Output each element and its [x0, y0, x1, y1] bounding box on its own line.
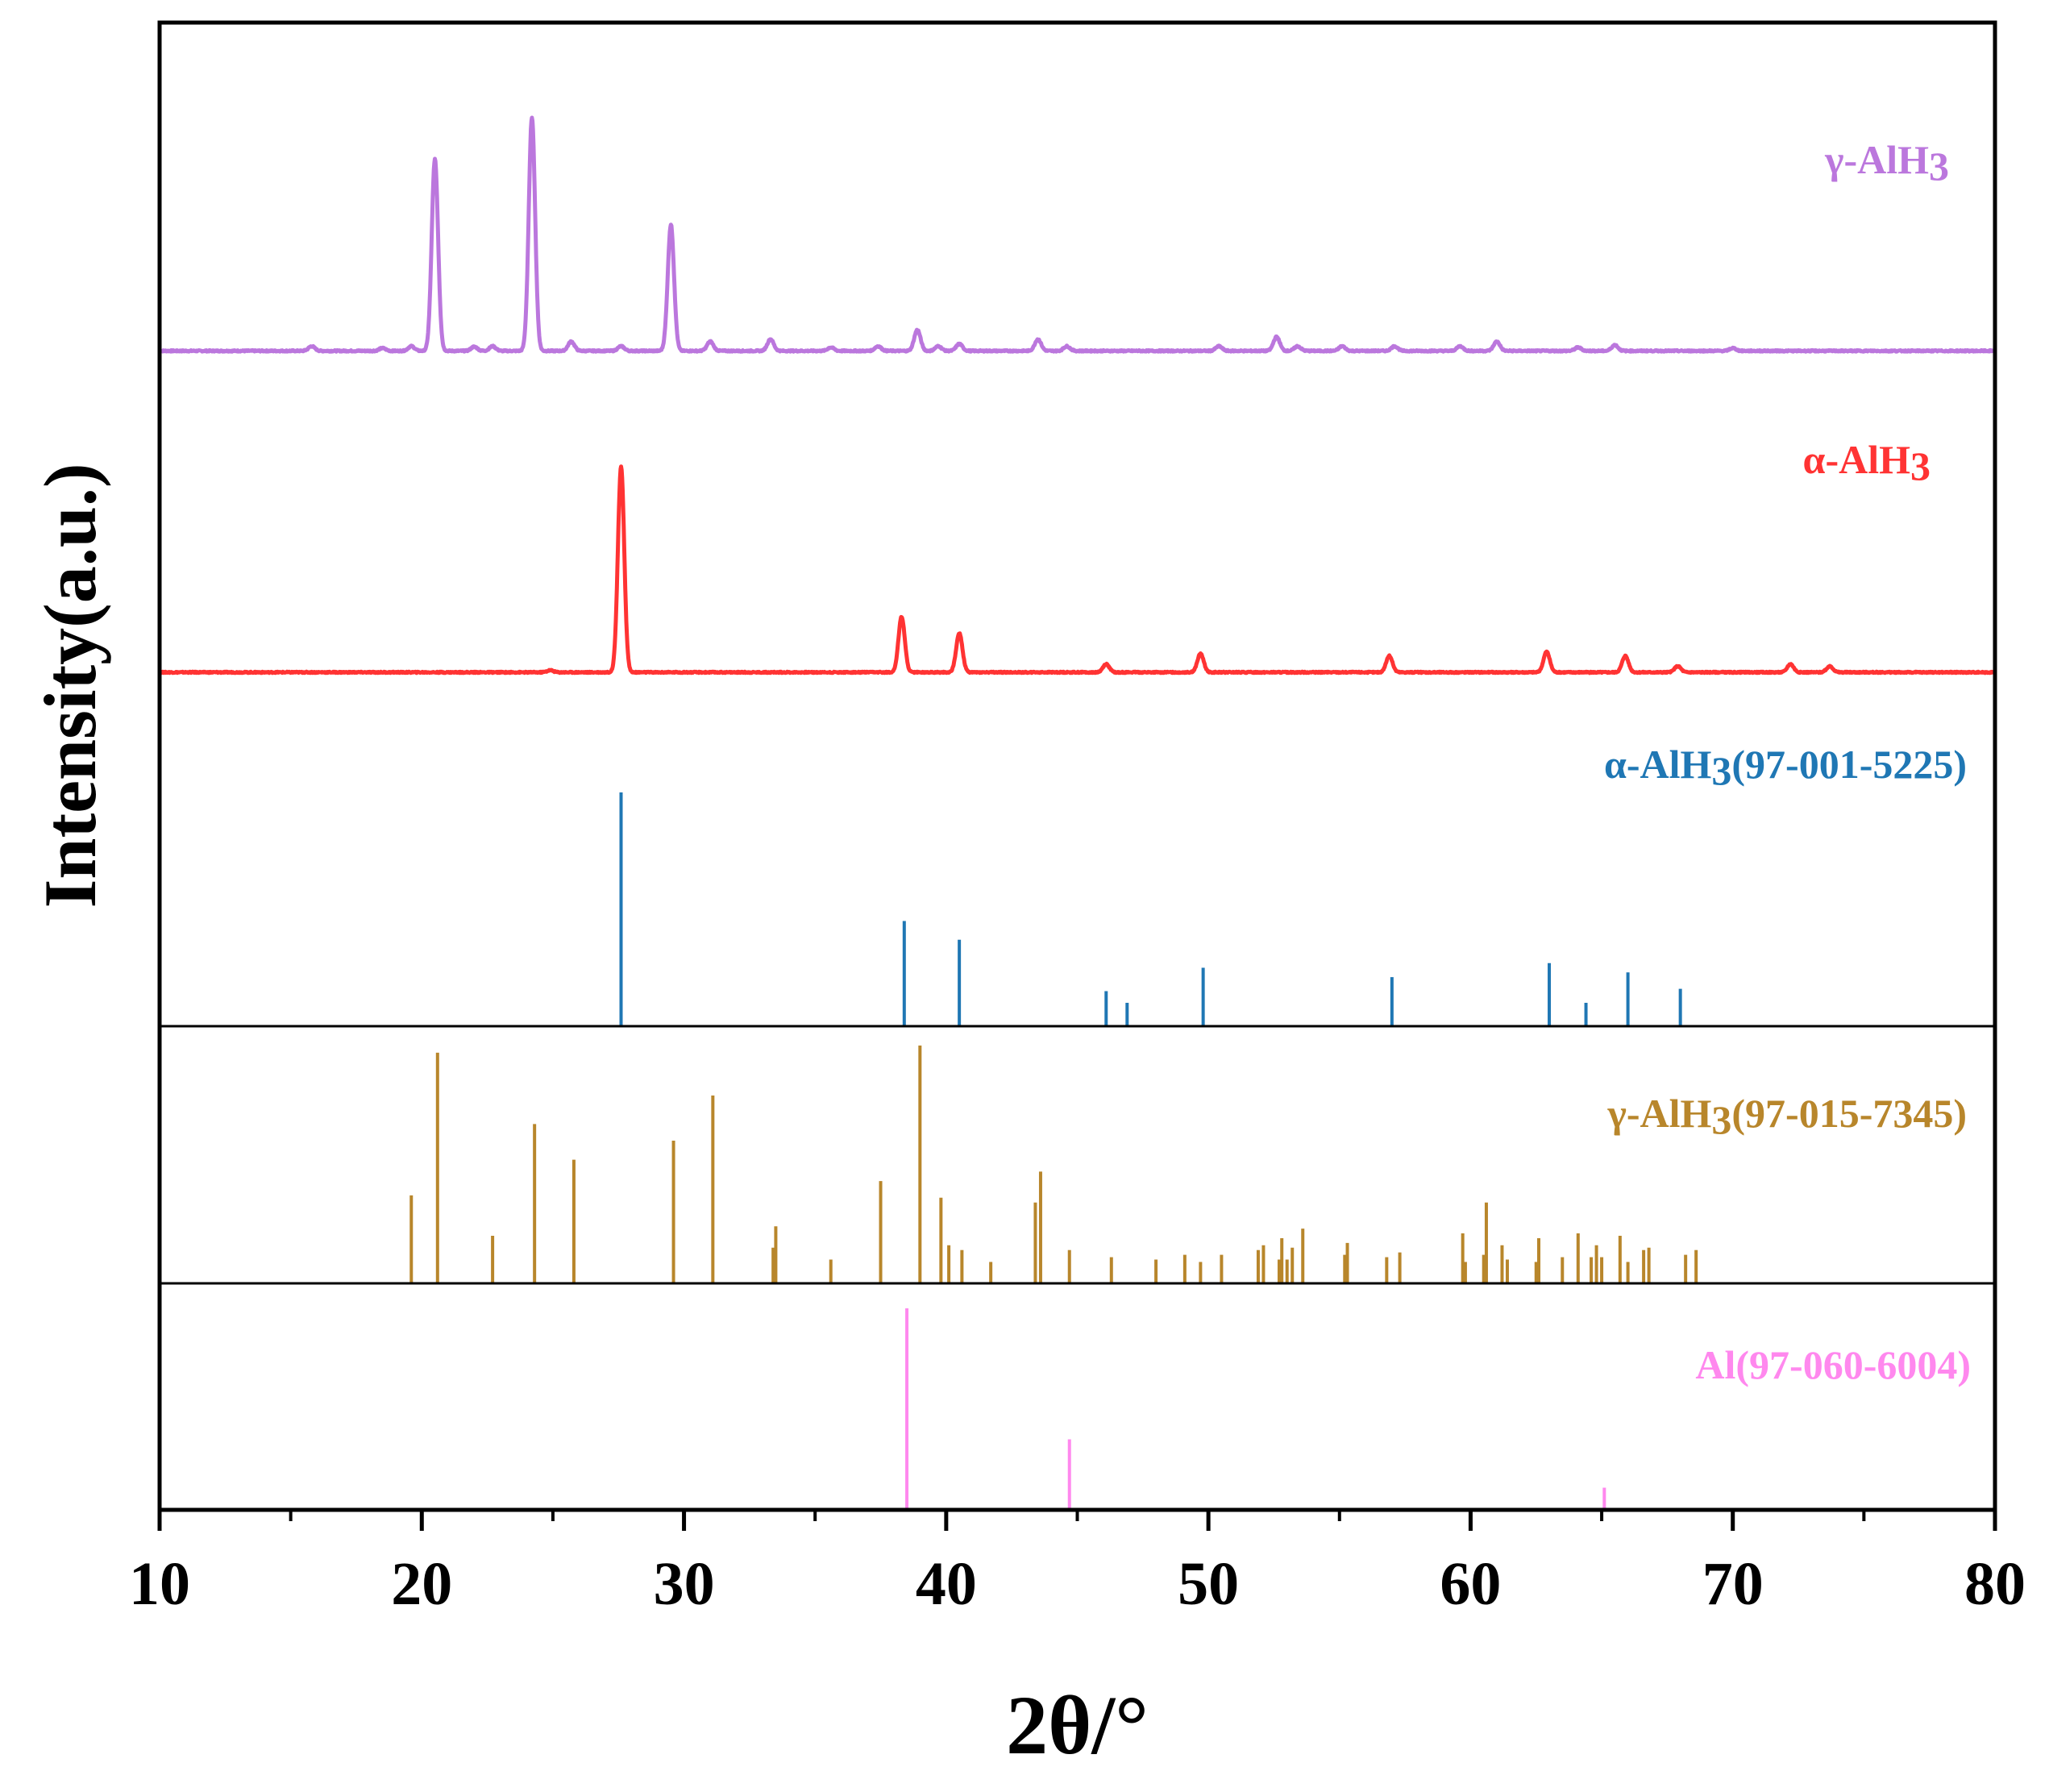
x-tick-label: 40 — [916, 1550, 977, 1618]
x-tick-label: 80 — [1964, 1550, 2026, 1618]
pattern-line — [158, 464, 1997, 676]
series-1 — [158, 115, 1997, 354]
series-4 — [409, 1046, 1698, 1283]
series-3 — [619, 792, 1682, 1026]
series-label-al-97-060-6004: Al(97-060-6004) — [1695, 1342, 1971, 1387]
panel-dividers — [160, 1025, 1995, 1285]
pattern-line — [158, 115, 1997, 354]
series-5 — [905, 1308, 1606, 1510]
x-tick-label: 60 — [1440, 1550, 1501, 1618]
x-tick-label: 70 — [1702, 1550, 1764, 1618]
series-labels: γ-AlH3 α-AlH3 α-AlH3(97-001-5225) γ-AlH3(97… — [1604, 137, 1971, 1387]
x-tick-label: 30 — [654, 1550, 715, 1618]
x-tick-label: 10 — [129, 1550, 190, 1618]
y-axis-title: Intensity(a.u.) — [29, 463, 111, 908]
series-layer — [158, 115, 1997, 1510]
x-tick-label: 20 — [391, 1550, 452, 1618]
x-axis-title: 2θ/° — [1006, 1679, 1149, 1772]
series-label-alh3: α-AlH3 — [1803, 437, 1931, 489]
series-label-alh3: γ-AlH3 — [1824, 137, 1949, 189]
x-axis-ticks: 10 20 30 40 50 60 70 80 — [129, 1510, 2026, 1618]
series-label-alh3-97-001-5225: α-AlH3(97-001-5225) — [1604, 742, 1967, 793]
x-tick-label: 50 — [1178, 1550, 1239, 1618]
series-label-alh3-97-015-7345: γ-AlH3(97-015-7345) — [1606, 1091, 1967, 1142]
series-2 — [158, 464, 1997, 676]
